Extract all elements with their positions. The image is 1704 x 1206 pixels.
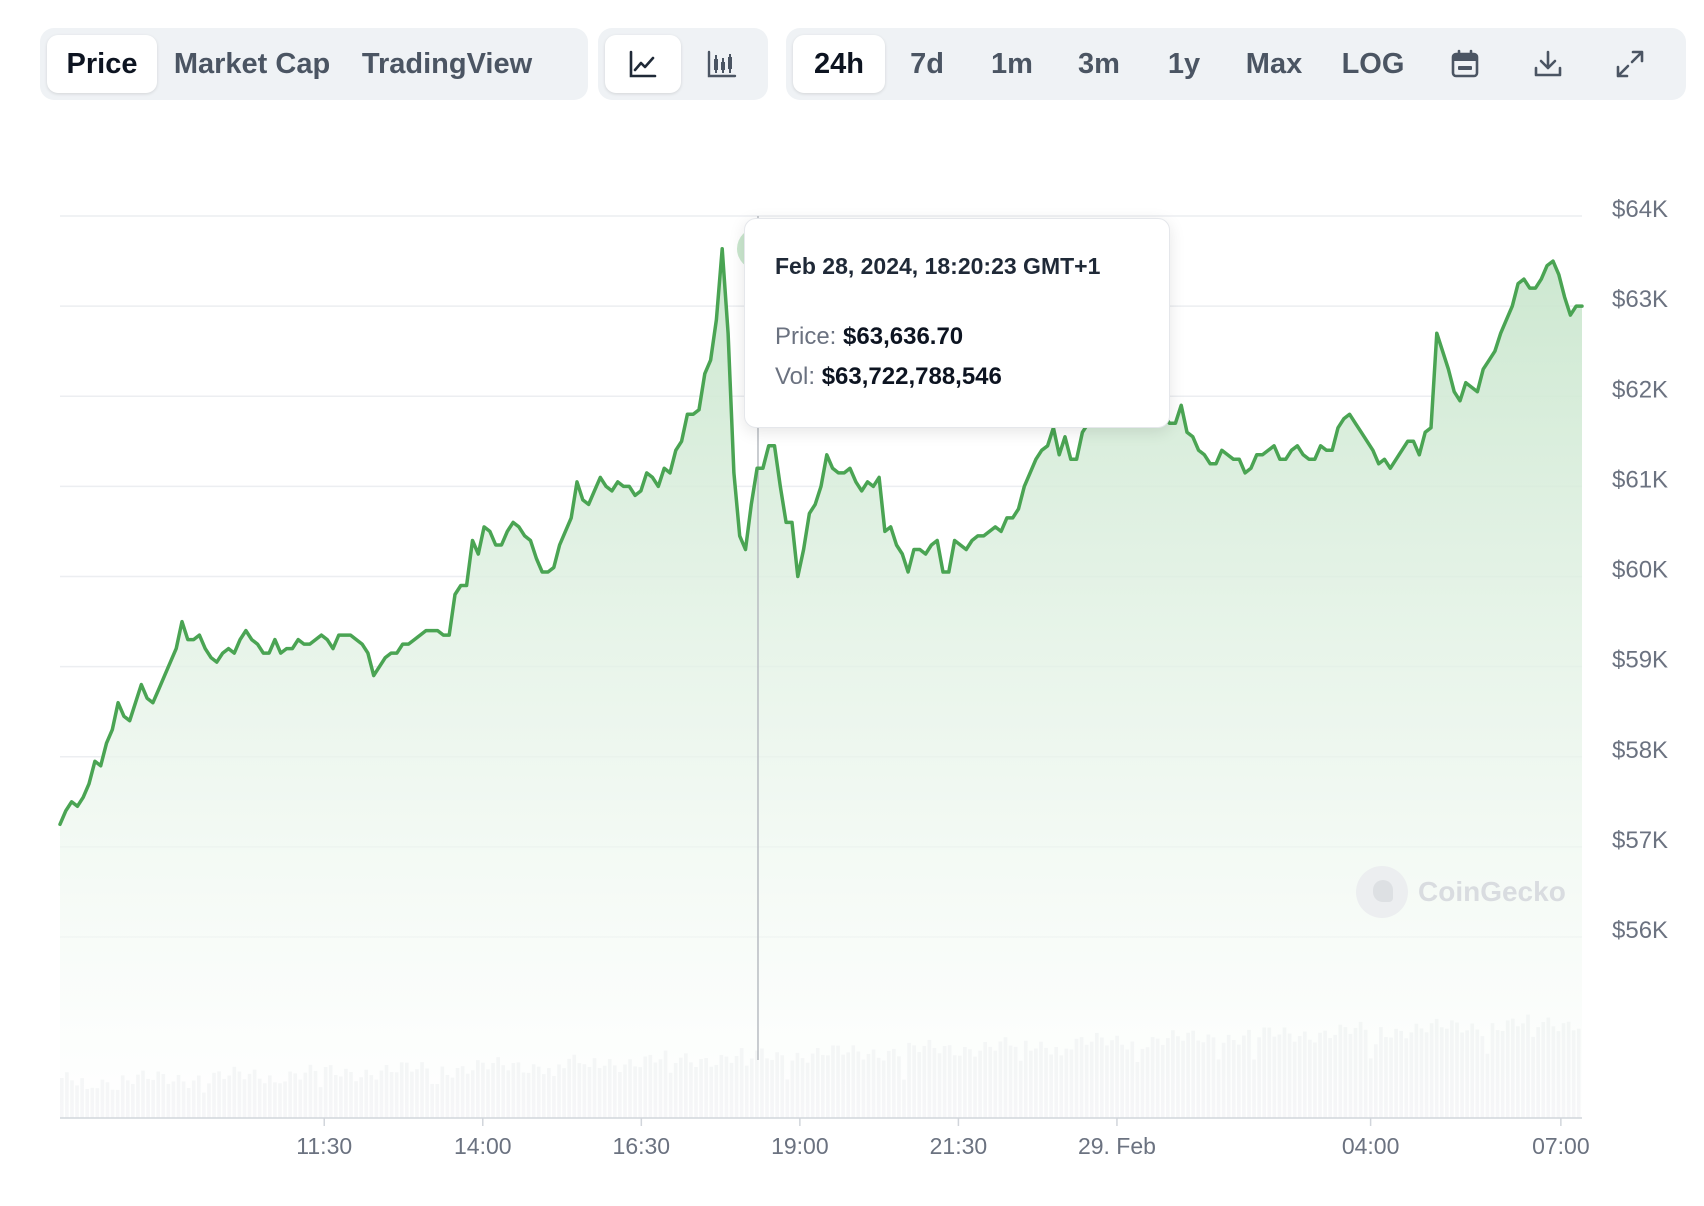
range-7d[interactable]: 7d [910, 47, 944, 80]
price-area [60, 248, 1582, 1119]
candlestick-icon [707, 50, 737, 78]
data-type-tab-group: Price Market Cap TradingView [40, 28, 588, 100]
tooltip-price-value: $63,636.70 [843, 323, 964, 350]
y-tick-label: $57K [1612, 827, 1668, 854]
tab-price[interactable]: Price [47, 35, 157, 93]
time-range-group: 24h 7d 1m 3m 1y Max LOG [786, 28, 1686, 100]
calendar-button[interactable] [1423, 35, 1507, 93]
tooltip-price-row: Price: $63,636.70 [775, 323, 963, 351]
coingecko-watermark: CoinGecko [1356, 866, 1566, 918]
price-line [58, 247, 1584, 827]
range-1y[interactable]: 1y [1167, 47, 1201, 80]
range-3m[interactable]: 3m [1078, 47, 1120, 80]
y-axis: $64K $63K $62K $61K $60K $59K $58K $57K $56K [1612, 196, 1668, 944]
chart-tooltip: Feb 28, 2024, 18:20:23 GMT+1 Price: $63,… [744, 218, 1170, 428]
y-tick-label: $59K [1612, 647, 1668, 674]
x-tick-label: 29. Feb [1078, 1133, 1156, 1159]
chart-type-toggle [598, 28, 768, 100]
y-tick-label: $56K [1612, 917, 1668, 944]
range-24h[interactable]: 24h [793, 35, 885, 93]
x-tick-label: 16:30 [613, 1133, 671, 1159]
fullscreen-button[interactable] [1589, 35, 1671, 93]
line-chart-button[interactable] [605, 35, 681, 93]
calendar-icon [1451, 49, 1479, 78]
tooltip-volume-value: $63,722,788,546 [821, 363, 1002, 390]
x-tick-label: 07:00 [1532, 1133, 1590, 1159]
download-icon [1534, 50, 1562, 77]
x-axis: 11:30 14:00 16:30 19:00 21:30 29. Feb 04:00 07:… [296, 1118, 1590, 1159]
x-tick-label: 04:00 [1342, 1133, 1400, 1159]
range-max[interactable]: Max [1245, 47, 1303, 80]
line-chart-icon [629, 50, 657, 78]
y-tick-label: $58K [1612, 737, 1668, 764]
y-tick-label: $61K [1612, 466, 1668, 493]
x-tick-label: 14:00 [454, 1133, 512, 1159]
x-tick-label: 21:30 [930, 1133, 988, 1159]
y-tick-label: $63K [1612, 286, 1668, 313]
watermark-text: CoinGecko [1418, 876, 1566, 907]
log-scale-toggle[interactable]: LOG [1341, 47, 1405, 80]
tooltip-volume-row: Vol: $63,722,788,546 [775, 363, 1002, 391]
y-tick-label: $62K [1612, 376, 1668, 403]
tab-market-cap[interactable]: Market Cap [173, 47, 331, 80]
gecko-logo-icon [1356, 866, 1408, 918]
tab-tradingview[interactable]: TradingView [361, 47, 533, 80]
candlestick-button[interactable] [681, 35, 763, 93]
tooltip-price-label: Price: [775, 323, 837, 350]
tooltip-date: Feb 28, 2024, 18:20:23 GMT+1 [775, 253, 1101, 279]
expand-icon [1616, 50, 1644, 78]
tooltip-volume-label: Vol: [775, 363, 816, 390]
y-tick-label: $60K [1612, 557, 1668, 584]
range-1m[interactable]: 1m [991, 47, 1033, 80]
download-button[interactable] [1507, 35, 1589, 93]
x-tick-label: 19:00 [771, 1133, 829, 1159]
y-tick-label: $64K [1612, 196, 1668, 223]
x-tick-label: 11:30 [296, 1133, 352, 1159]
